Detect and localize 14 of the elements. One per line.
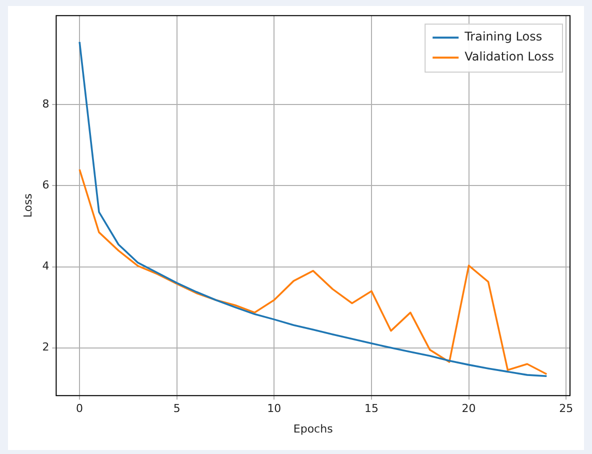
x-tick-label: 5: [173, 402, 180, 416]
x-tick-label: 0: [76, 402, 84, 416]
y-axis-title: Loss: [21, 193, 34, 218]
x-axis-title: Epochs: [293, 422, 334, 436]
x-tick-label: 10: [267, 402, 282, 416]
legend-label: Training Loss: [464, 30, 542, 44]
x-tick-label: 25: [559, 402, 574, 416]
legend-label: Validation Loss: [464, 50, 554, 64]
y-tick-label: 4: [42, 260, 50, 273]
x-tick-label: 20: [462, 402, 476, 416]
y-tick-label: 6: [42, 178, 50, 192]
y-tick-label: 8: [42, 98, 50, 111]
x-tick-label: 15: [364, 402, 378, 416]
y-tick-label: 2: [42, 340, 50, 354]
